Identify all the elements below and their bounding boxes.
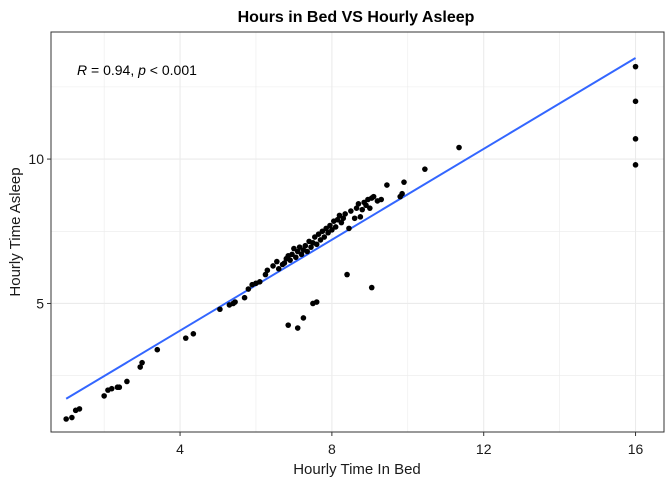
data-point [116, 384, 123, 391]
x-tick-label: 4 [176, 441, 184, 457]
data-point [632, 98, 639, 105]
data-point [63, 416, 69, 422]
data-point [304, 248, 311, 255]
data-point [124, 378, 130, 385]
data-point [101, 393, 107, 399]
data-point [139, 359, 145, 366]
y-tick-label: 5 [36, 295, 44, 311]
data-point [275, 266, 282, 272]
data-point [274, 258, 280, 265]
data-point [241, 294, 248, 301]
data-point [232, 299, 238, 305]
data-point [281, 260, 288, 266]
data-point [319, 228, 326, 235]
data-point [359, 206, 366, 213]
data-point [368, 284, 375, 291]
data-point [632, 162, 639, 168]
data-point [401, 179, 407, 185]
data-point [338, 219, 345, 226]
data-point [313, 299, 320, 305]
x-axis-title: Hourly Time In Bed [293, 461, 421, 478]
data-point [294, 248, 301, 255]
data-point [294, 325, 301, 331]
data-point [351, 215, 358, 222]
data-point [327, 222, 333, 229]
data-point [367, 205, 373, 211]
data-point [270, 263, 276, 269]
data-point [422, 166, 428, 172]
data-point [76, 406, 83, 412]
x-tick-label: 16 [628, 441, 644, 457]
data-point [190, 331, 197, 337]
data-point [285, 322, 292, 328]
r-label: R [77, 62, 87, 78]
data-point [325, 229, 331, 236]
data-point [346, 225, 352, 232]
chart-title: Hours in Bed VS Hourly Asleep [238, 9, 475, 26]
data-point [298, 251, 305, 258]
data-point [293, 254, 299, 261]
data-point [340, 215, 347, 222]
y-tick-label: 10 [28, 151, 44, 167]
data-point [315, 231, 322, 237]
data-point [108, 385, 115, 392]
data-point [342, 211, 348, 217]
p-label: p [137, 62, 146, 78]
data-points [63, 63, 639, 422]
data-point [217, 306, 223, 313]
data-point [300, 315, 307, 321]
data-point [154, 346, 161, 353]
r-value: = 0.94, [87, 62, 138, 78]
data-point [245, 286, 252, 292]
data-point [344, 271, 350, 278]
data-point [317, 237, 324, 243]
data-point [355, 201, 362, 207]
gridlines [51, 32, 664, 432]
p-value: < 0.001 [146, 62, 197, 78]
data-point [289, 251, 295, 258]
data-point [348, 208, 354, 214]
data-point [302, 242, 309, 249]
plot-panel-border [50, 31, 665, 433]
correlation-annotation: R = 0.94, p < 0.001 [77, 62, 197, 78]
data-point [323, 225, 329, 232]
x-tick-label: 12 [476, 441, 492, 457]
data-point [384, 182, 390, 188]
data-point [632, 136, 639, 142]
data-point [336, 212, 343, 219]
data-point [456, 144, 462, 151]
data-point [262, 271, 269, 278]
data-point [311, 234, 318, 240]
data-point [287, 257, 293, 263]
data-point [332, 224, 339, 230]
data-point [256, 279, 263, 285]
y-axis-title: Hourly Time Asleep [7, 167, 24, 296]
data-point [334, 216, 341, 223]
x-axis-ticks: 4 8 12 16 [176, 432, 644, 457]
data-point [632, 63, 639, 70]
data-point [308, 244, 314, 250]
x-tick-label: 8 [328, 441, 336, 457]
data-point [182, 335, 189, 341]
data-point [370, 193, 377, 200]
data-point [321, 234, 328, 240]
data-point [329, 227, 335, 233]
data-point [357, 214, 364, 220]
data-point [353, 205, 360, 211]
data-point [378, 196, 385, 203]
data-point [264, 267, 271, 274]
data-point [291, 245, 297, 252]
data-point [69, 414, 75, 421]
data-point [399, 190, 405, 197]
data-point [313, 241, 320, 248]
y-axis-ticks: 5 10 [28, 151, 51, 311]
data-point [137, 364, 143, 370]
data-point [296, 244, 303, 250]
data-point [363, 202, 369, 209]
